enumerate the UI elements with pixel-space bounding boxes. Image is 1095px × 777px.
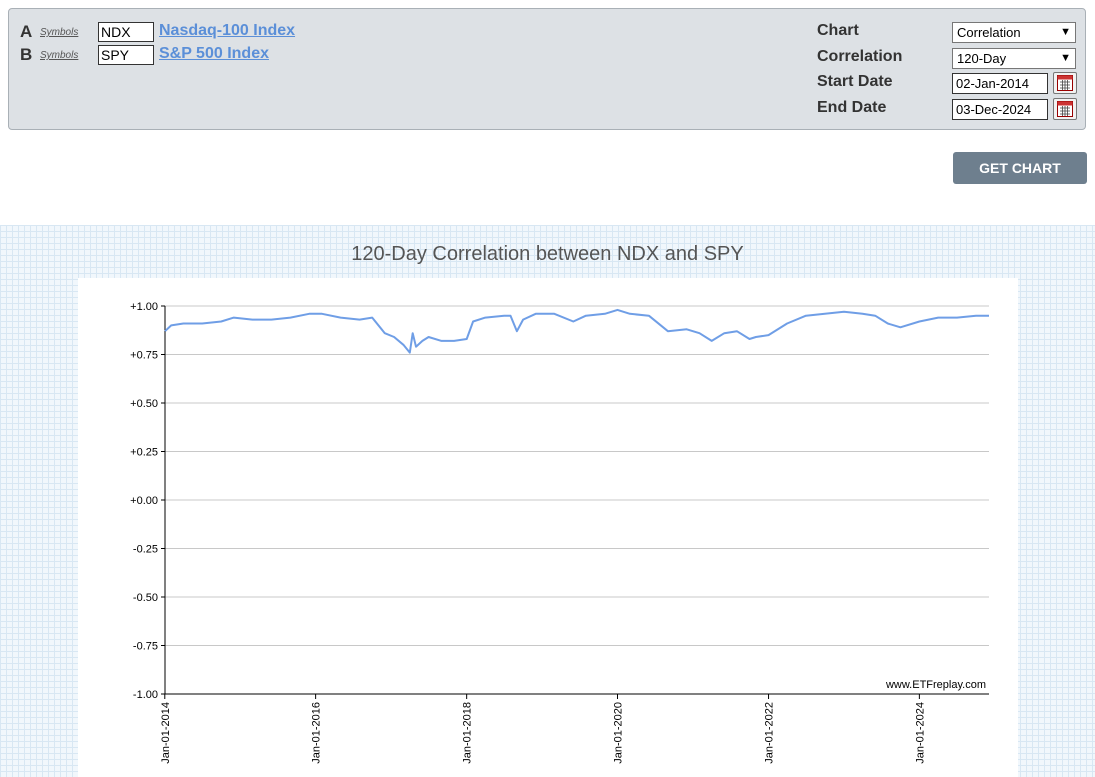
series-line-0 xyxy=(164,308,989,354)
y-tick-label: +1.00 xyxy=(130,301,158,313)
y-tick-label: -0.50 xyxy=(133,592,158,604)
chevron-down-icon: ▼ xyxy=(1060,52,1071,64)
start-date-label: Start Date xyxy=(817,73,893,90)
axis-layer: +1.00 +0.75 +0.50 +0.25 +0.00 -0.25 -0.50 -0.75… xyxy=(130,301,989,764)
calendar-icon xyxy=(1057,75,1073,91)
symbols-link-a[interactable]: Symbols xyxy=(40,27,79,38)
chevron-down-icon: ▼ xyxy=(1060,26,1071,38)
correlation-label: Correlation xyxy=(817,48,903,65)
chart-watermark: www.ETFreplay.com xyxy=(885,679,986,691)
x-tick-label: Jan-01-2014 xyxy=(160,702,172,764)
symbol-name-link-a[interactable]: Nasdaq-100 Index xyxy=(159,22,296,39)
y-tick-label: +0.75 xyxy=(130,350,158,362)
end-date-calendar-button[interactable] xyxy=(1053,98,1077,120)
chart-title: 120-Day Correlation between NDX and SPY xyxy=(351,243,744,265)
symbol-letter-a: A xyxy=(20,22,33,41)
chart-area: 120-Day Correlation between NDX and SPY … xyxy=(0,225,1095,777)
correlation-select[interactable]: 120-Day ▼ xyxy=(952,48,1076,69)
start-date-calendar-button[interactable] xyxy=(1053,72,1077,94)
y-tick-label: +0.25 xyxy=(130,447,158,459)
grid-layer xyxy=(165,305,989,695)
x-tick-label: Jan-01-2020 xyxy=(612,702,624,764)
symbol-name-link-b[interactable]: S&P 500 Index xyxy=(159,45,269,62)
symbol-panel: A Symbols NDX Nasdaq-100 Index B Symbols… xyxy=(8,8,1086,130)
chart-type-select[interactable]: Correlation ▼ xyxy=(952,22,1076,43)
correlation-value: 120-Day xyxy=(957,51,1007,66)
series-layer xyxy=(164,308,989,354)
symbol-letter-b: B xyxy=(20,45,33,64)
x-tick-label: Jan-01-2016 xyxy=(311,702,323,764)
correlation-chart: +1.00 +0.75 +0.50 +0.25 +0.00 -0.25 -0.50 -0.75… xyxy=(130,301,989,764)
x-tick-label: Jan-01-2022 xyxy=(764,702,776,764)
x-tick-label: Jan-01-2018 xyxy=(462,702,474,764)
get-chart-button[interactable]: GET CHART xyxy=(953,152,1087,184)
y-tick-label: -0.25 xyxy=(133,544,158,556)
y-tick-label: -0.75 xyxy=(133,641,158,653)
chart-type-value: Correlation xyxy=(957,25,1021,40)
symbols-link-b[interactable]: Symbols xyxy=(40,50,79,61)
symbol-input-a[interactable]: NDX xyxy=(98,22,154,42)
end-date-input[interactable]: 03-Dec-2024 xyxy=(952,99,1048,120)
start-date-input[interactable]: 02-Jan-2014 xyxy=(952,73,1048,94)
calendar-icon xyxy=(1057,101,1073,117)
symbol-input-b[interactable]: SPY xyxy=(98,45,154,65)
y-tick-label: -1.00 xyxy=(133,689,158,701)
end-date-label: End Date xyxy=(817,99,887,116)
y-tick-label: +0.00 xyxy=(130,495,158,507)
chart-type-label: Chart xyxy=(817,22,859,39)
x-tick-label: Jan-01-2024 xyxy=(914,702,926,764)
y-tick-label: +0.50 xyxy=(130,398,158,410)
